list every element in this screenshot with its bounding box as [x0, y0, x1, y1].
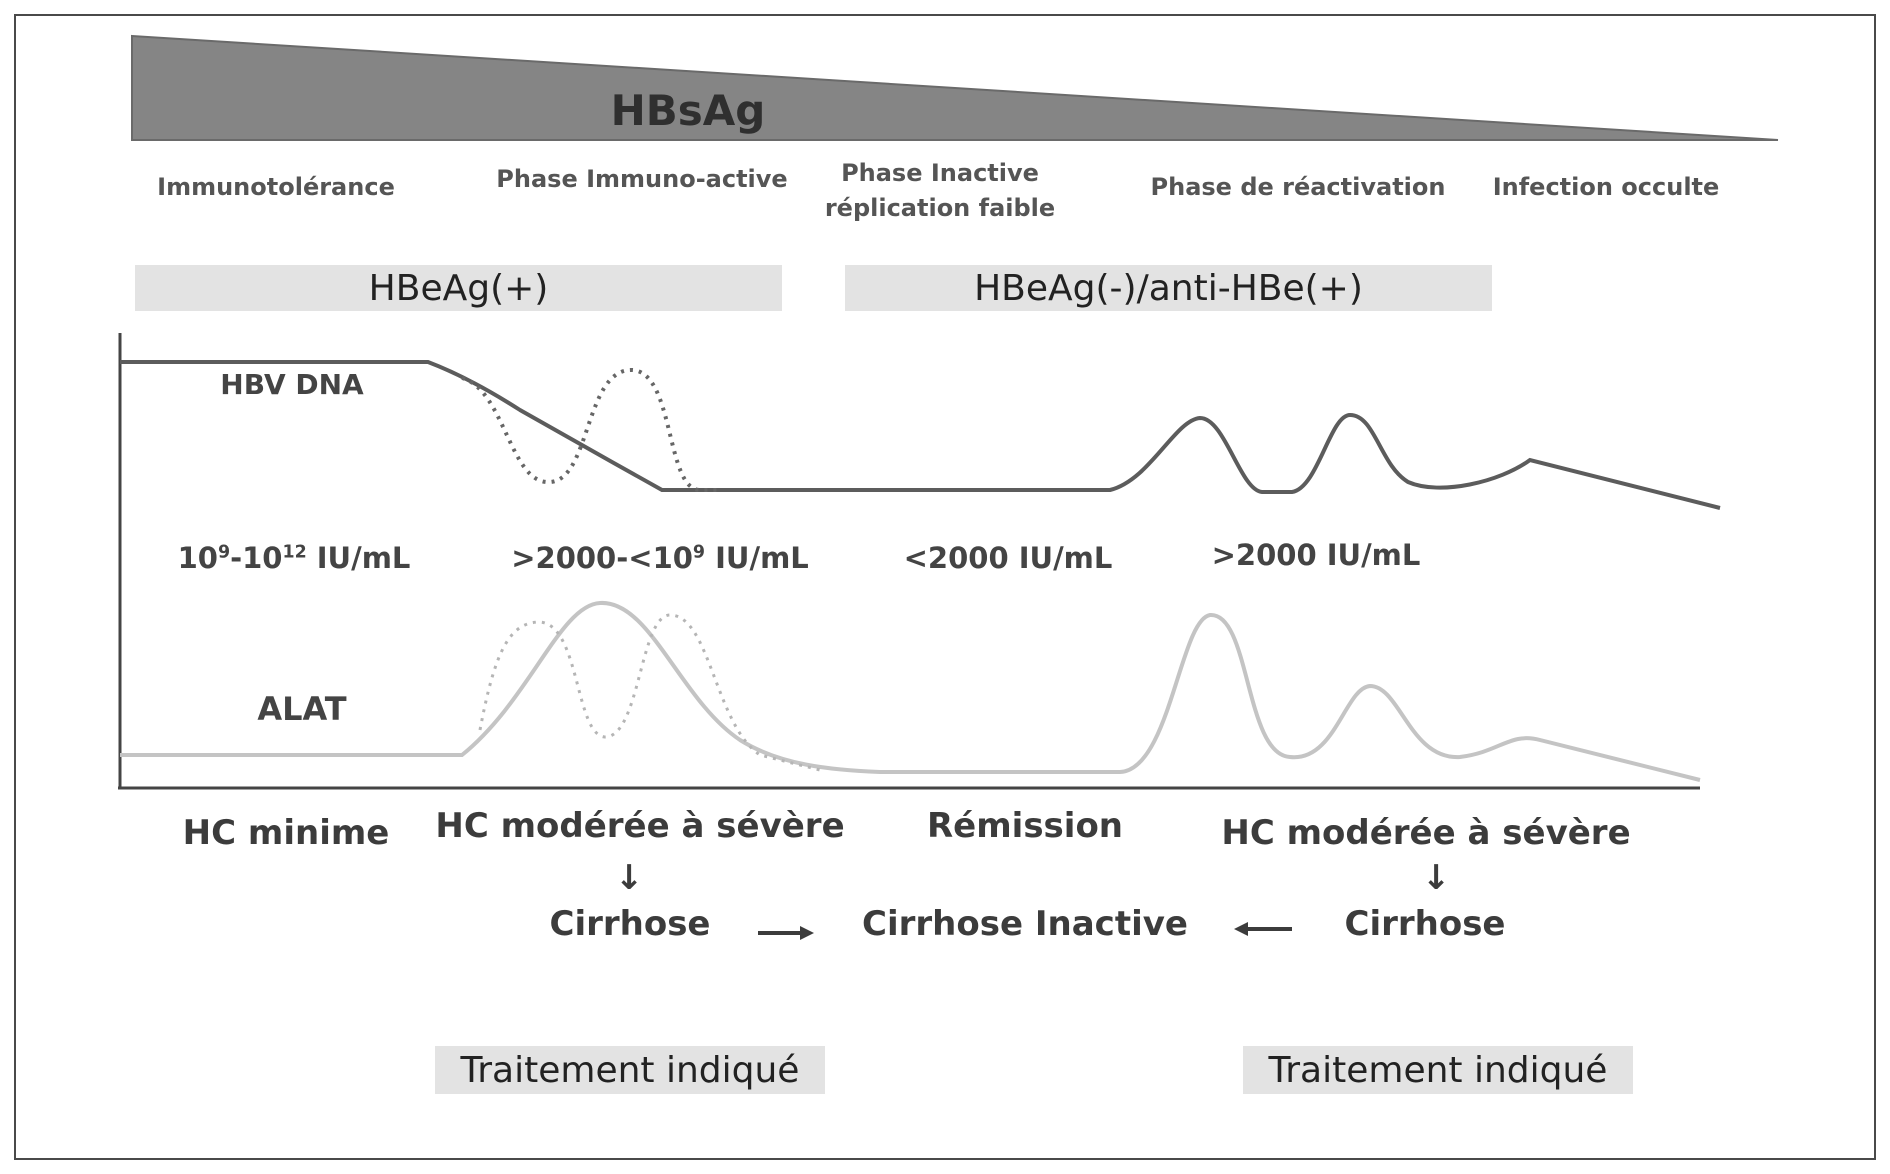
outcome-cirrhose-left: Cirrhose	[549, 904, 711, 944]
band-hbeag-positive: HBeAg(+)	[135, 265, 782, 311]
arrow-right-head	[800, 926, 814, 940]
phase-immuno-active: Phase Immuno-active	[496, 165, 788, 193]
band-hbeag-negative: HBeAg(-)/anti-HBe(+)	[845, 265, 1492, 311]
hbv-dna-dotted-curve	[461, 367, 720, 492]
concentration-inactive: <2000 IU/mL	[903, 541, 1113, 575]
outcome-hc-moderee-right: HC modérée à sévère	[1221, 813, 1631, 853]
outcome-remission: Rémission	[926, 806, 1124, 846]
arrow-down-right: ↓	[1421, 858, 1451, 898]
hbsag-label: HBsAg	[610, 86, 766, 135]
hbv-dna-curve	[120, 360, 1721, 510]
hbsag-wedge	[131, 34, 1779, 141]
treatment-left-box: Traitement indiqué	[435, 1046, 825, 1094]
alat-curve	[120, 600, 1701, 782]
phase-reactivation: Phase de réactivation	[1150, 173, 1446, 201]
concentration-reactivation: >2000 IU/mL	[1211, 538, 1421, 572]
outcome-cirrhose-right: Cirrhose	[1344, 904, 1506, 944]
outcome-hc-minime: HC minime	[182, 813, 390, 853]
treatment-right-box: Traitement indiqué	[1243, 1046, 1633, 1094]
phase-inactive: Phase Inactive réplication faible	[824, 159, 1056, 222]
outcome-cirrhose-inactive: Cirrhose Inactive	[862, 904, 1188, 944]
alat-label: ALAT	[257, 690, 347, 728]
figure-frame	[14, 14, 1876, 1160]
arrow-left-head	[1234, 922, 1248, 936]
phase-infection-occulte: Infection occulte	[1492, 173, 1720, 201]
outcome-hc-moderee-left: HC modérée à sévère	[435, 806, 845, 846]
arrow-down-left: ↓	[614, 858, 644, 898]
alat-dotted-curve	[478, 613, 821, 772]
concentration-immuno-active: >2000-<109 IU/mL	[511, 541, 809, 575]
concentration-immunotolerance: 109-1012 IU/mL	[177, 541, 411, 575]
hbv-dna-label: HBV DNA	[220, 368, 364, 401]
phase-immunotolerance: Immunotolérance	[157, 173, 395, 201]
